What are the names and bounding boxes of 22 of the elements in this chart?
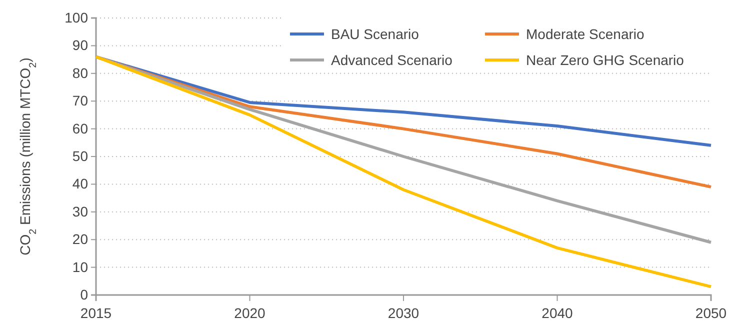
y-tick-label: 100	[64, 9, 88, 26]
y-tick-label: 80	[72, 64, 88, 81]
legend-label: Moderate Scenario	[526, 26, 645, 42]
x-tick-label: 2050	[695, 305, 727, 321]
x-tick-label: 2040	[542, 305, 574, 321]
y-tick-label: 60	[72, 120, 88, 136]
y-tick-label: 70	[72, 92, 88, 109]
y-tick-label: 40	[72, 176, 88, 192]
y-tick-label: 90	[72, 37, 88, 54]
y-tick-label: 50	[72, 148, 88, 164]
y-tick-label: 20	[72, 231, 88, 248]
line-series	[94, 55, 712, 288]
x-tick-label: 2015	[80, 305, 112, 321]
y-tick-label: 30	[72, 203, 88, 220]
legend-label: Advanced Scenario	[331, 52, 453, 68]
legend-label: BAU Scenario	[331, 26, 420, 42]
x-tick-label: 2020	[234, 305, 266, 321]
x-tick-label: 2030	[388, 305, 420, 321]
legend-label: Near Zero GHG Scenario	[526, 52, 684, 68]
line-series	[94, 55, 712, 147]
y-tick-label: 0	[80, 286, 88, 302]
y-tick-label: 10	[72, 258, 88, 275]
